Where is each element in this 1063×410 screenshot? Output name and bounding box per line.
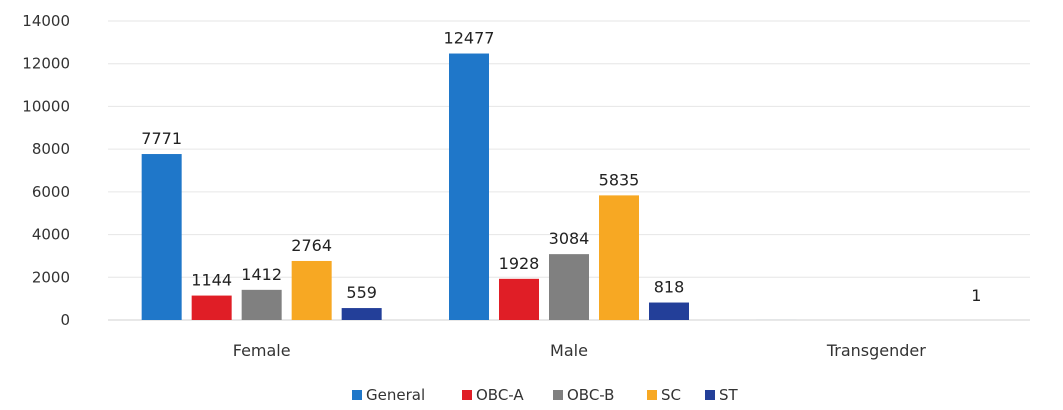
y-tick-label: 4000 (32, 226, 70, 244)
data-label: 7771 (141, 129, 182, 148)
legend-label: General (366, 386, 425, 404)
y-tick-label: 8000 (32, 140, 70, 158)
x-axis: Female Male Transgender (233, 341, 927, 360)
legend-swatch-obc-b (553, 390, 563, 400)
grid (108, 20, 1030, 321)
legend-swatch-general (352, 390, 362, 400)
bar-st-male (649, 302, 689, 320)
data-label: 1412 (241, 265, 282, 284)
data-label: 1 (971, 286, 981, 305)
bars (141, 53, 797, 321)
data-labels: 7771 1144 1412 2764 559 12477 1928 3084 5835 818 1 (141, 29, 981, 305)
legend-swatch-sc (647, 390, 657, 400)
y-tick-label: 6000 (32, 183, 70, 201)
legend-swatch-st (705, 390, 715, 400)
bar-sc-male (599, 195, 639, 320)
data-label: 12477 (444, 29, 495, 48)
bar-obc-b-female (241, 289, 282, 320)
legend: General OBC-A OBC-B SC ST (352, 386, 739, 404)
legend-label: OBC-A (476, 386, 524, 404)
y-tick-label: 0 (60, 311, 70, 329)
data-label: 3084 (549, 229, 590, 248)
y-tick-label: 12000 (22, 55, 70, 73)
legend-swatch-obc-a (462, 390, 472, 400)
bar-general-female (141, 154, 182, 320)
y-tick-label: 2000 (32, 268, 70, 286)
legend-label: ST (719, 386, 739, 404)
data-label: 2764 (291, 236, 332, 255)
x-category-label: Male (550, 341, 588, 360)
legend-label: SC (661, 386, 681, 404)
data-label: 1144 (191, 271, 232, 290)
bar-obc-a-male (499, 278, 539, 320)
bar-st-female (341, 308, 382, 320)
bar-obc-b-male (549, 254, 589, 320)
bar-sc-female (291, 260, 332, 320)
bar-obc-a-female (191, 295, 232, 320)
y-tick-label: 14000 (22, 12, 70, 30)
x-category-label: Female (233, 341, 291, 360)
legend-label: OBC-B (567, 386, 614, 404)
data-label: 5835 (599, 170, 640, 189)
y-axis: 0 2000 4000 6000 8000 10000 12000 14000 (22, 12, 70, 329)
y-tick-label: 10000 (22, 97, 70, 115)
bar-general-male (449, 53, 489, 321)
data-label: 559 (346, 283, 377, 302)
data-label: 1928 (499, 254, 540, 273)
data-label: 818 (654, 278, 685, 297)
x-category-label: Transgender (826, 341, 926, 360)
